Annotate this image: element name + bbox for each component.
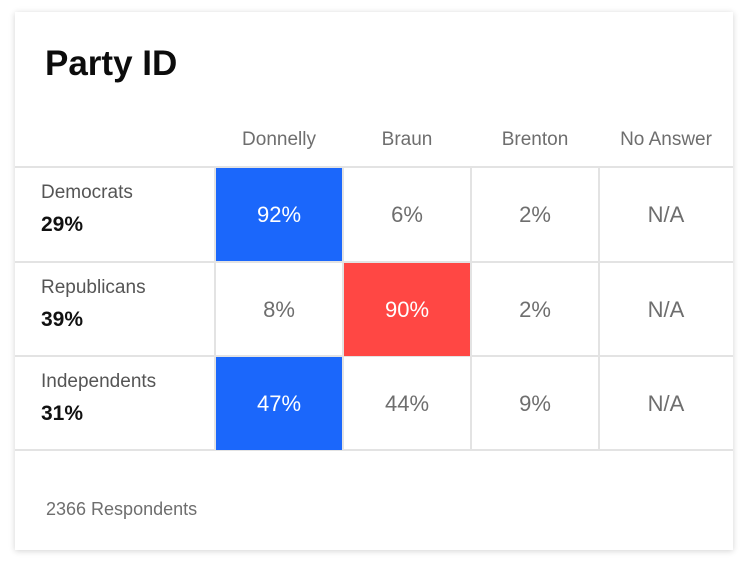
cell-value: 92%	[216, 168, 342, 261]
cell-value: 2%	[519, 201, 551, 227]
group-name: Independents	[41, 371, 157, 392]
column-divider	[598, 166, 600, 451]
row-label-republicans: Republicans 39%	[41, 276, 146, 334]
column-divider	[342, 166, 344, 451]
column-header-braun: Braun	[381, 129, 433, 150]
cell-value: N/A	[647, 390, 685, 416]
poll-card: Party ID Donnelly Braun Brenton No Answer De…	[15, 12, 733, 550]
column-header-no-answer: No Answer	[620, 129, 712, 150]
cell-value: N/A	[647, 201, 685, 227]
group-share: 31%	[41, 402, 84, 425]
chart-title: Party ID	[45, 44, 178, 83]
row-divider	[15, 355, 733, 357]
cell-value: 44%	[384, 390, 430, 416]
column-divider	[214, 166, 216, 451]
group-name: Democrats	[41, 182, 133, 203]
row-divider	[15, 166, 733, 168]
column-header-donnelly: Donnelly	[242, 129, 316, 150]
cell-value: 8%	[263, 296, 295, 322]
group-share: 29%	[41, 213, 84, 236]
row-label-democrats: Democrats 29%	[41, 181, 133, 239]
cell-value: 90%	[344, 263, 470, 356]
row-divider	[15, 261, 733, 263]
cell-value: 2%	[519, 296, 551, 322]
column-header-brenton: Brenton	[501, 129, 569, 150]
column-divider	[470, 166, 472, 451]
group-name: Republicans	[41, 277, 146, 298]
group-share: 39%	[41, 308, 84, 331]
cell-value: 9%	[519, 390, 551, 416]
cell-value: 47%	[216, 357, 342, 450]
row-divider	[15, 449, 733, 451]
cell-value: 6%	[391, 201, 423, 227]
cell-value: N/A	[647, 296, 685, 322]
row-label-independents: Independents 31%	[41, 370, 156, 428]
respondents-count: 2366 Respondents	[46, 499, 198, 519]
